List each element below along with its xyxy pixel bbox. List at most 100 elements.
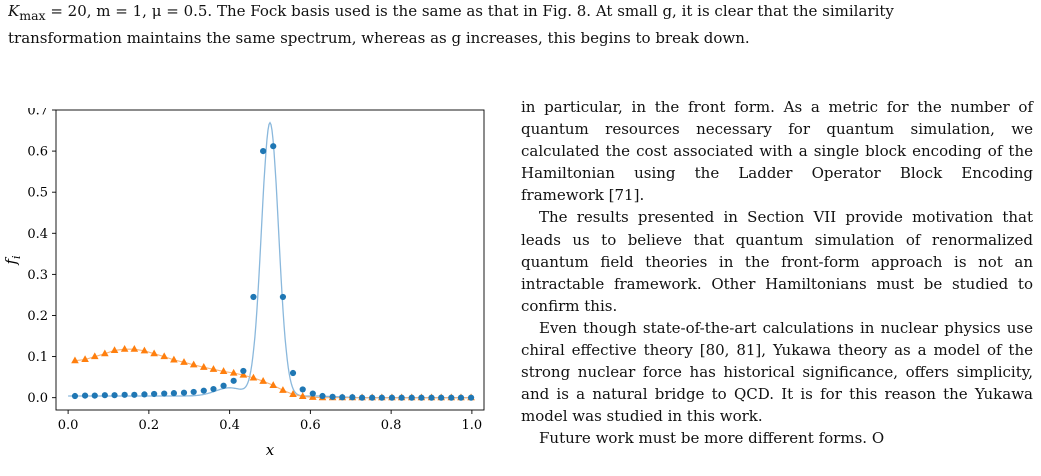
paragraph-1: in particular, in the front form. As a m…: [521, 98, 1033, 205]
orange-data-point: [180, 358, 188, 365]
y-axis-label: fi: [2, 255, 23, 265]
blue-fit-curve: [68, 121, 472, 399]
blue-data-point: [279, 293, 287, 301]
blue-data-point: [270, 143, 277, 150]
orange-data-point: [259, 377, 267, 384]
blue-data-point: [289, 369, 297, 377]
caption-k: K: [8, 2, 20, 20]
x-tick-label: 0.4: [219, 418, 240, 433]
paragraph-2: The results presented in Section VII pro…: [521, 208, 1033, 315]
orange-data-point: [269, 381, 278, 388]
orange-fit-curve: [74, 348, 472, 399]
orange-data-point: [199, 363, 208, 370]
orange-data-point: [90, 352, 99, 360]
orange-data-point: [81, 355, 89, 363]
orange-data-point: [170, 355, 178, 363]
blue-data-point: [388, 394, 396, 401]
x-tick-label: 0.8: [381, 418, 402, 433]
orange-data-point: [249, 373, 258, 381]
y-tick-label: 0.0: [27, 391, 48, 406]
blue-data-point: [378, 394, 385, 401]
orange-data-point: [279, 386, 287, 393]
x-tick-label: 1.0: [462, 418, 483, 433]
body-text: in particular, in the front form. As a m…: [521, 96, 1033, 450]
y-tick-label: 0.2: [27, 309, 48, 324]
blue-data-point: [467, 394, 475, 401]
blue-data-point: [240, 367, 247, 375]
caption-line-2: transformation maintains the same spectr…: [8, 29, 750, 47]
orange-data-point: [229, 368, 238, 376]
svg-text:fi: fi: [2, 255, 23, 265]
blue-data-point: [220, 382, 227, 389]
orange-data-point: [140, 346, 149, 354]
y-tick-label: 0.3: [27, 268, 48, 283]
blue-data-point: [408, 394, 415, 401]
blue-data-point: [329, 393, 336, 400]
orange-data-point: [101, 349, 109, 357]
blue-data-point: [319, 392, 326, 400]
orange-data-point: [219, 367, 228, 374]
y-tick-label: 0.1: [27, 350, 48, 365]
caption-line-1: Kmax = 20, m = 1, μ = 0.5. The Fock basi…: [8, 0, 1033, 27]
orange-data-point: [298, 392, 307, 400]
blue-data-point: [121, 391, 128, 398]
orange-data-point: [189, 360, 198, 368]
x-tick-label: 0.0: [58, 418, 79, 433]
blue-data-point: [230, 377, 237, 384]
blue-data-point: [101, 392, 108, 399]
orange-data-point: [239, 370, 248, 378]
caption-line-1-text: = 20, m = 1, μ = 0.5. The Fock basis use…: [45, 2, 894, 20]
blue-data-point: [250, 293, 257, 301]
blue-data-point: [170, 390, 178, 397]
x-tick-label: 0.2: [139, 418, 160, 433]
blue-data-point: [111, 392, 118, 399]
x-tick-label: 0.6: [300, 418, 321, 433]
blue-data-point: [369, 394, 376, 401]
blue-data-point: [260, 147, 267, 155]
line-chart: 0.0 0.2 0.4 0.6 0.8 1.0 0.0 0.1 0.2 0.3 0.4 0.5 0.6 0…: [2, 104, 485, 459]
blue-data-point: [190, 388, 197, 396]
y-tick-label: 0.6: [27, 145, 48, 160]
blue-data-point: [151, 390, 158, 398]
blue-data-point: [161, 390, 168, 397]
plot-frame: [55, 109, 485, 411]
blue-data-point: [141, 391, 148, 398]
blue-data-point: [358, 394, 366, 401]
blue-data-point: [418, 394, 425, 401]
figure: 0.0 0.2 0.4 0.6 0.8 1.0 0.0 0.1 0.2 0.3 0.4 0.5 0.6 0…: [0, 104, 500, 468]
blue-data-point: [210, 385, 217, 393]
orange-data-point: [71, 356, 79, 364]
blue-data-point: [71, 392, 79, 400]
blue-data-point: [398, 394, 405, 401]
blue-data-point: [200, 387, 207, 394]
blue-data-point: [81, 392, 89, 399]
blue-data-point: [91, 392, 98, 399]
blue-data-point: [309, 390, 316, 397]
blue-data-point: [180, 389, 188, 396]
x-axis-label: x: [266, 441, 275, 459]
blue-data-point: [131, 391, 138, 398]
caption-k-sub: max: [19, 8, 46, 23]
orange-data-point: [110, 346, 119, 354]
blue-data-point: [428, 394, 435, 401]
y-axis-label-main: f: [2, 257, 20, 266]
y-tick-label: 0.7: [27, 108, 48, 119]
figure-caption: Kmax = 20, m = 1, μ = 0.5. The Fock basi…: [8, 0, 1033, 49]
orange-data-point: [209, 365, 218, 372]
y-axis-label-sub: i: [10, 255, 23, 259]
orange-data-point: [130, 344, 139, 352]
y-tick-label: 0.4: [27, 227, 48, 242]
orange-data-point: [120, 344, 129, 352]
y-tick-label: 0.5: [27, 186, 48, 201]
blue-data-point: [349, 394, 356, 401]
orange-data-point: [289, 390, 297, 397]
blue-data-point: [438, 394, 445, 401]
orange-data-point: [150, 349, 158, 357]
blue-data-point: [448, 394, 455, 401]
blue-data-point: [457, 394, 465, 401]
orange-data-point: [160, 352, 169, 360]
blue-data-point: [299, 386, 306, 393]
paragraph-3: Even though state-of-the-art calculation…: [521, 318, 1033, 426]
blue-data-point: [339, 394, 346, 401]
paragraph-4: Future work must be more different forms…: [539, 429, 885, 448]
